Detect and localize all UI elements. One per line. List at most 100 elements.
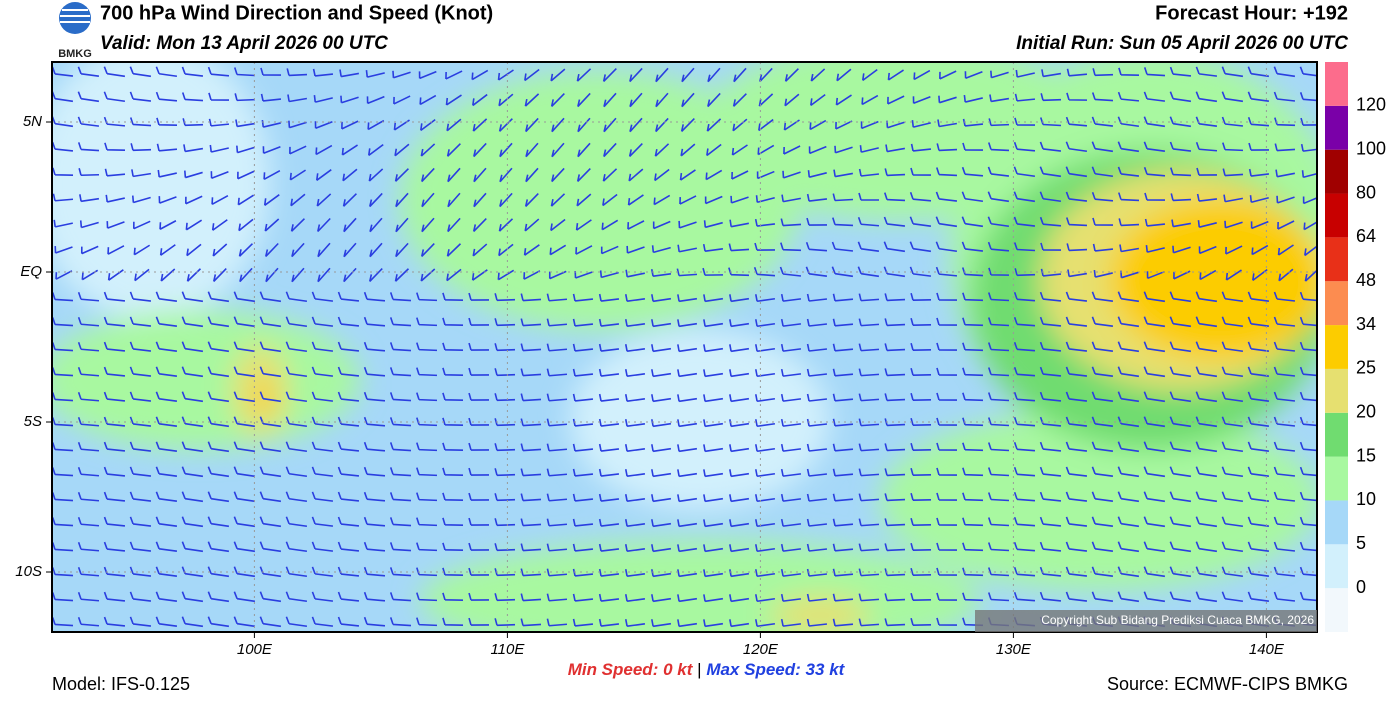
- wind-barb: [1143, 466, 1166, 478]
- wind-barb: [207, 316, 230, 328]
- wind-barb: [1146, 270, 1165, 280]
- wind-barb: [1143, 366, 1166, 378]
- wind-barb: [988, 267, 1010, 276]
- wind-barb: [910, 492, 932, 501]
- wind-barb: [129, 591, 152, 602]
- wind-barb: [677, 619, 698, 628]
- wind-barb: [1276, 195, 1295, 204]
- wind-barb: [520, 368, 542, 377]
- wind-barb: [158, 196, 177, 204]
- wind-barb: [468, 492, 490, 501]
- wind-barb: [129, 366, 152, 377]
- wind-barb: [181, 416, 204, 428]
- wind-barb: [155, 441, 178, 453]
- wind-barb: [103, 416, 126, 427]
- wind-barb: [55, 270, 73, 280]
- wind-barb: [1222, 168, 1244, 177]
- wind-barb: [445, 70, 463, 80]
- wind-barb: [520, 468, 542, 477]
- wind-barb: [77, 91, 100, 103]
- wind-barb: [702, 267, 724, 276]
- wind-barb: [520, 518, 542, 527]
- wind-barb: [341, 144, 358, 156]
- wind-barb: [676, 268, 698, 277]
- wind-barb: [808, 145, 827, 155]
- wind-barb: [468, 542, 490, 551]
- wind-barb: [233, 566, 256, 578]
- wind-barb: [311, 341, 334, 352]
- wind-barb: [129, 391, 152, 402]
- wind-barb: [831, 266, 854, 278]
- wind-barb: [651, 594, 672, 603]
- wind-barb: [706, 118, 722, 132]
- wind-barb: [546, 618, 568, 627]
- wind-barb: [1093, 269, 1113, 278]
- wind-barb: [520, 618, 542, 627]
- wind-barb: [1117, 141, 1140, 153]
- wind-barb: [654, 143, 670, 157]
- wind-barb: [936, 567, 958, 576]
- wind-barb: [181, 92, 204, 102]
- wind-barb: [602, 168, 618, 182]
- wind-barb: [394, 143, 410, 157]
- wind-barb: [1013, 592, 1036, 602]
- wind-barb: [780, 368, 802, 377]
- wind-barb: [782, 170, 801, 179]
- wind-barb: [1091, 366, 1114, 377]
- wind-barb: [468, 442, 490, 451]
- wind-barb: [1143, 341, 1166, 353]
- wind-barb: [707, 92, 721, 108]
- colorbar-label: 25: [1356, 358, 1376, 378]
- wind-barb: [857, 266, 880, 278]
- wind-barb: [237, 170, 255, 180]
- wind-barb: [677, 569, 698, 578]
- wind-barb: [706, 143, 722, 157]
- wind-barb: [133, 244, 151, 256]
- wind-barb: [129, 91, 152, 102]
- wind-barb: [962, 467, 984, 477]
- wind-barb: [52, 492, 74, 502]
- wind-barb: [363, 341, 386, 352]
- wind-barb: [311, 441, 334, 452]
- wind-barb: [1091, 391, 1114, 402]
- wind-barb: [288, 120, 307, 129]
- wind-barb: [1013, 492, 1036, 502]
- wind-barb: [1169, 116, 1192, 128]
- wind-barb: [311, 366, 334, 377]
- wind-barb: [1221, 66, 1244, 78]
- wind-barb: [624, 444, 646, 452]
- wind-barb: [575, 245, 593, 255]
- wind-barb: [520, 493, 542, 502]
- wind-barb: [207, 516, 230, 528]
- wind-barb: [1091, 291, 1114, 302]
- wind-barb: [728, 267, 750, 277]
- wind-barb: [77, 366, 100, 377]
- x-tick-label: 100E: [237, 641, 273, 658]
- wind-barb: [1091, 541, 1114, 552]
- wind-barb: [233, 291, 256, 303]
- wind-barb: [1065, 116, 1088, 127]
- wind-barb: [207, 441, 230, 453]
- wind-barb: [576, 193, 592, 207]
- wind-barb: [103, 466, 126, 477]
- wind-barb: [549, 244, 567, 256]
- wind-barb: [1274, 143, 1296, 152]
- wind-barb: [1302, 196, 1317, 205]
- wind-barb: [1143, 116, 1166, 128]
- wind-barb: [207, 566, 230, 578]
- wind-barb: [987, 467, 1010, 477]
- wind-barb: [1091, 92, 1114, 102]
- wind-barb: [626, 245, 645, 254]
- wind-barb: [572, 343, 594, 352]
- wind-barb: [729, 294, 750, 303]
- wind-barb: [363, 441, 386, 452]
- wind-barb: [129, 441, 152, 452]
- wind-barb: [416, 292, 438, 302]
- wind-barb: [987, 292, 1010, 302]
- wind-barb: [577, 142, 591, 158]
- wind-barb: [650, 269, 672, 277]
- wind-barb: [935, 241, 958, 253]
- wind-barb: [603, 92, 617, 108]
- colorbar-segment: [1325, 281, 1348, 326]
- wind-barb: [835, 120, 853, 130]
